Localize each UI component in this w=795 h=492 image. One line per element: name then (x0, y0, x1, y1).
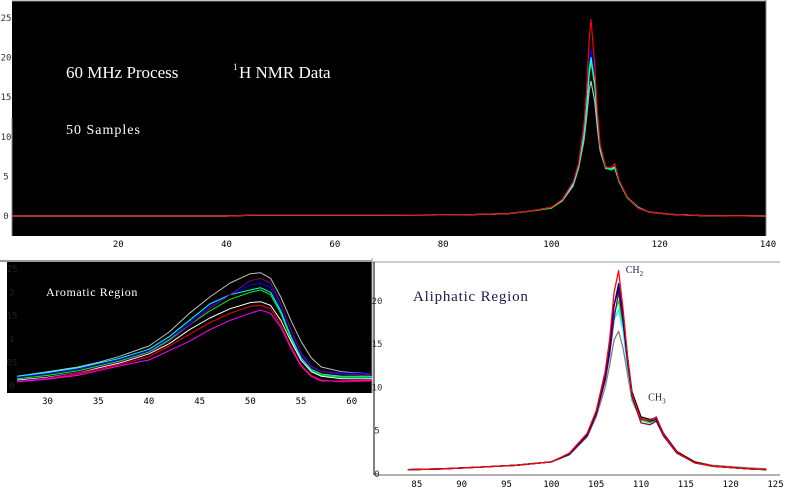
y-tick-label: 20 (1, 54, 12, 64)
x-tick-label: 100 (543, 240, 559, 250)
series-line-5 (17, 301, 372, 381)
y-tick-label: 2 (9, 288, 14, 298)
chart-title: 60 MHz Process (66, 63, 178, 82)
y-tick-label: 15 (7, 312, 18, 322)
annotation-subscript: 2 (640, 270, 644, 278)
x-tick-label: 140 (760, 240, 776, 250)
annotation-text: CH (626, 265, 640, 276)
series-line-5 (12, 18, 766, 217)
series-line-7 (407, 270, 767, 471)
x-tick-label: 60 (329, 240, 340, 250)
series-line-2 (17, 282, 372, 378)
series-line-8 (17, 277, 372, 382)
plot-area (12, 1, 766, 236)
y-tick-label: 1 (9, 335, 14, 345)
chart-title-superscript: 1 (233, 62, 238, 72)
y-tick-label: 25 (1, 14, 12, 24)
y-tick-label: 20 (372, 297, 383, 307)
y-tick-label: 0 (374, 470, 379, 480)
series-line-7 (17, 309, 372, 383)
x-tick-label: 105 (588, 480, 604, 490)
y-tick-label: 0 (9, 382, 14, 392)
chart-title-nucleus: H NMR Data (239, 63, 331, 82)
x-tick-label: 95 (501, 480, 512, 490)
chart-title: Aliphatic Region (413, 289, 529, 305)
x-tick-label: 100 (543, 480, 559, 490)
x-tick-label: 40 (221, 240, 232, 250)
series-line-4 (17, 289, 372, 380)
y-tick-label: 15 (372, 340, 383, 350)
y-tick-label: 5 (3, 172, 8, 182)
series-group (12, 18, 766, 217)
y-tick-label: 10 (1, 133, 12, 143)
series-line-1 (17, 272, 372, 377)
series-line-6 (17, 304, 372, 383)
series-line-3 (17, 287, 372, 377)
annotation-subscript: 3 (662, 397, 666, 405)
y-tick-label: 10 (372, 383, 383, 393)
x-tick-label: 125 (767, 480, 783, 490)
y-tick-label: 5 (374, 427, 379, 437)
x-tick-label: 55 (296, 397, 307, 407)
x-tick-label: 45 (194, 397, 205, 407)
x-tick-label: 90 (456, 480, 467, 490)
series-group (407, 270, 767, 471)
full-spectrum-chart: 20 40 60 80 100 120 140 0 5 10 15 20 25 60 MHz Proces… (1, 0, 776, 250)
x-tick-label: 85 (411, 480, 422, 490)
x-tick-label: 60 (346, 397, 357, 407)
x-tick-label: 80 (438, 240, 449, 250)
peak-annotation-ch2: CH2 (626, 265, 644, 278)
x-tick-label: 35 (93, 397, 104, 407)
peak-annotation-ch3: CH3 (648, 392, 666, 405)
x-tick-label: 115 (678, 480, 694, 490)
x-tick-label: 30 (42, 397, 53, 407)
y-tick-label: 15 (1, 93, 12, 103)
x-tick-label: 40 (144, 397, 155, 407)
x-tick-label: 110 (633, 480, 649, 490)
x-tick-label: 120 (652, 240, 668, 250)
plot-area (374, 263, 780, 475)
chart-subtitle: 50 Samples (66, 123, 141, 138)
series-group (17, 272, 372, 383)
y-tick-label: 25 (7, 265, 18, 275)
x-tick-label: 120 (723, 480, 739, 490)
annotation-text: CH (648, 392, 662, 403)
chart-title: Aromatic Region (46, 285, 138, 299)
x-tick-label: 50 (245, 397, 256, 407)
y-tick-label: 0 (3, 212, 8, 222)
y-tick-label: 05 (7, 358, 18, 368)
x-tick-label: 20 (113, 240, 124, 250)
